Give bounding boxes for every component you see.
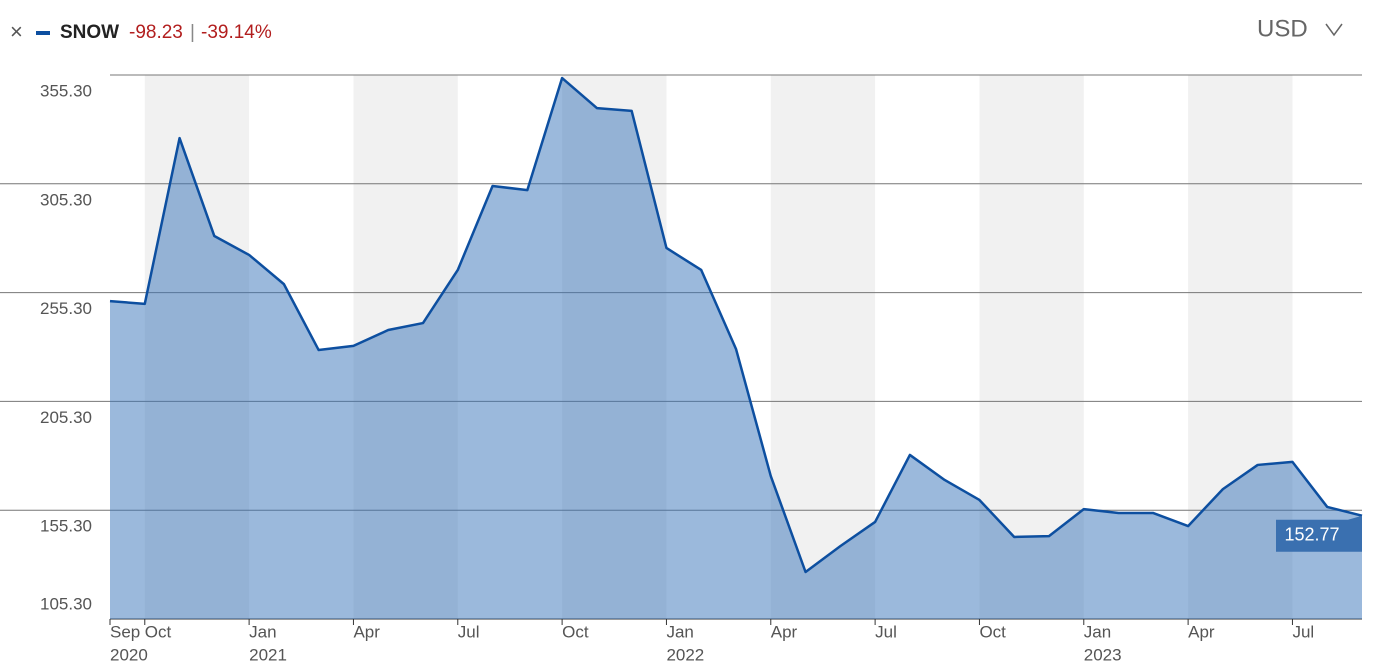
y-tick-label: 205.30: [40, 408, 92, 427]
x-tick-label: Jan: [1084, 622, 1111, 641]
x-tick-label: Apr: [1188, 622, 1215, 641]
x-tick-label: Jul: [875, 622, 897, 641]
x-tick-label: Apr: [353, 622, 380, 641]
x-tick-label: Jan: [666, 622, 693, 641]
y-tick-label: 355.30: [40, 81, 92, 100]
legend-swatch: [36, 31, 50, 35]
year-label: 2023: [1084, 645, 1122, 664]
separator: |: [190, 22, 195, 43]
x-tick-label: Oct: [979, 622, 1006, 641]
currency[interactable]: USD: [1257, 15, 1308, 42]
x-tick-label: Oct: [145, 622, 172, 641]
y-tick-label: 305.30: [40, 190, 92, 209]
ticker: SNOW: [60, 22, 119, 43]
last-value-label: 152.77: [1284, 524, 1339, 544]
y-tick-label: 255.30: [40, 299, 92, 318]
change: -98.23: [129, 22, 183, 43]
value-flag: [1276, 515, 1362, 552]
year-label: 2020: [110, 645, 148, 664]
x-tick-label: Jan: [249, 622, 276, 641]
x-tick-label: Jul: [1292, 622, 1314, 641]
y-tick-label: 105.30: [40, 594, 92, 613]
close-icon[interactable]: ×: [10, 19, 23, 44]
currency-dropdown[interactable]: [1325, 23, 1343, 37]
y-tick-label: 155.30: [40, 517, 92, 536]
x-tick-label: Oct: [562, 622, 589, 641]
x-tick-label: Apr: [771, 622, 798, 641]
change-pct: -39.14%: [201, 22, 272, 43]
year-label: 2022: [666, 645, 704, 664]
year-label: 2021: [249, 645, 287, 664]
area-fill: [110, 78, 1362, 620]
x-tick-label: Jul: [458, 622, 480, 641]
x-tick-label: Sep: [110, 622, 140, 641]
line: [109, 76, 1363, 574]
